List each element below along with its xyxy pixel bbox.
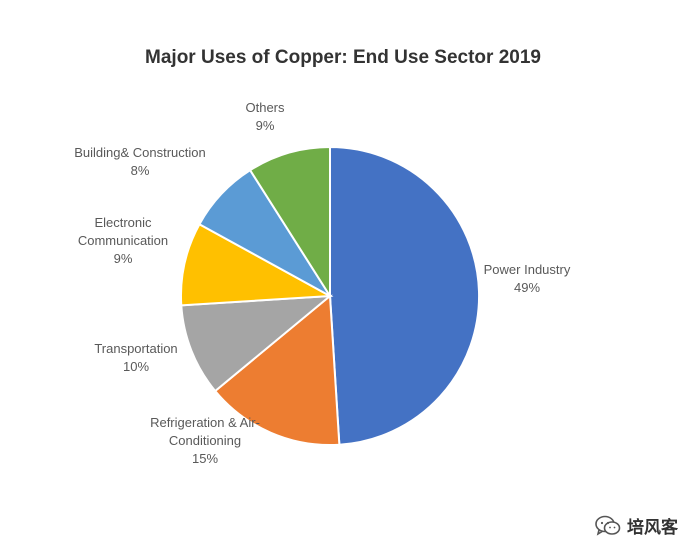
slice-label-5: Others 9% <box>245 100 285 133</box>
slice-value-label: 9% <box>256 118 275 133</box>
watermark-text: 培风客 <box>627 518 678 538</box>
slice-category-label: Communication <box>78 233 168 248</box>
pie-slice-5 <box>248 145 331 300</box>
slice-category-label: Building& Construction <box>74 145 206 160</box>
pie-slice-2 <box>180 294 334 393</box>
pie-slice-0 <box>329 145 480 446</box>
slice-value-label: 8% <box>131 163 150 178</box>
slice-label-1: Refrigeration & Air- Conditioning 15% <box>150 415 260 466</box>
pie-slice-3 <box>179 222 334 307</box>
slice-label-2: Transportation 10% <box>94 341 177 374</box>
slice-category-label: Transportation <box>94 341 177 356</box>
pie-slices <box>179 145 480 447</box>
watermark: 培风客 <box>595 513 678 538</box>
slice-value-label: 49% <box>514 280 540 295</box>
slice-category-label: Refrigeration & Air- <box>150 415 260 430</box>
pie-slice-1 <box>213 293 341 447</box>
slice-value-label: 10% <box>123 359 149 374</box>
slice-label-4: Building& Construction 8% <box>74 145 206 178</box>
slice-label-3: Electronic Communication 9% <box>78 215 168 266</box>
slice-category-label: Conditioning <box>169 433 241 448</box>
slice-value-label: 15% <box>192 451 218 466</box>
slice-category-label: Power Industry <box>484 262 571 277</box>
slice-label-0: Power Industry 49% <box>484 262 571 295</box>
slice-labels: Power Industry 49% Refrigeration & Air- Con… <box>74 100 571 466</box>
slice-value-label: 9% <box>114 251 133 266</box>
chart-title: Major Uses of Copper: End Use Sector 201… <box>145 47 541 68</box>
slice-category-label: Electronic <box>94 215 152 230</box>
wechat-icon <box>595 515 621 536</box>
slice-category-label: Others <box>245 100 285 115</box>
